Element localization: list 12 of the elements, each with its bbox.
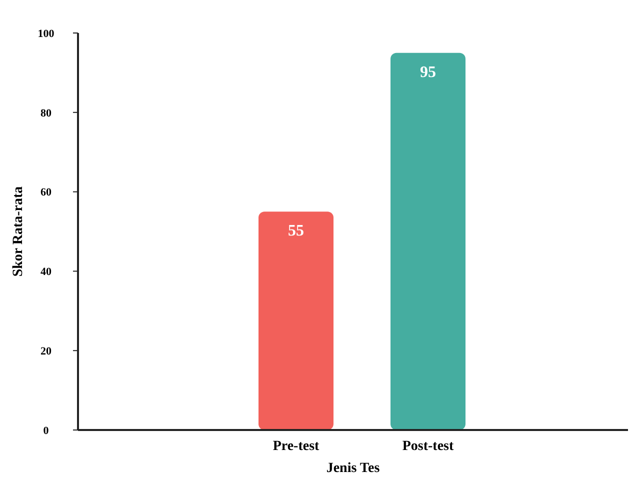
y-tick-label: 0: [43, 424, 50, 437]
data-label: 55: [288, 222, 304, 240]
y-tick-label: 60: [40, 186, 52, 199]
data-label: 95: [420, 64, 436, 81]
y-tick-label: 100: [38, 28, 55, 40]
y-tick-label: 40: [40, 266, 52, 278]
y-axis-title: Skor Rata-rata: [11, 186, 26, 277]
y-tick-label: 20: [40, 345, 52, 358]
y-tick-label: 80: [40, 107, 52, 120]
x-tick-label: Post-test: [402, 439, 454, 454]
x-axis-title: Jenis Tes: [326, 461, 380, 476]
x-tick-label: Pre-test: [272, 439, 320, 454]
